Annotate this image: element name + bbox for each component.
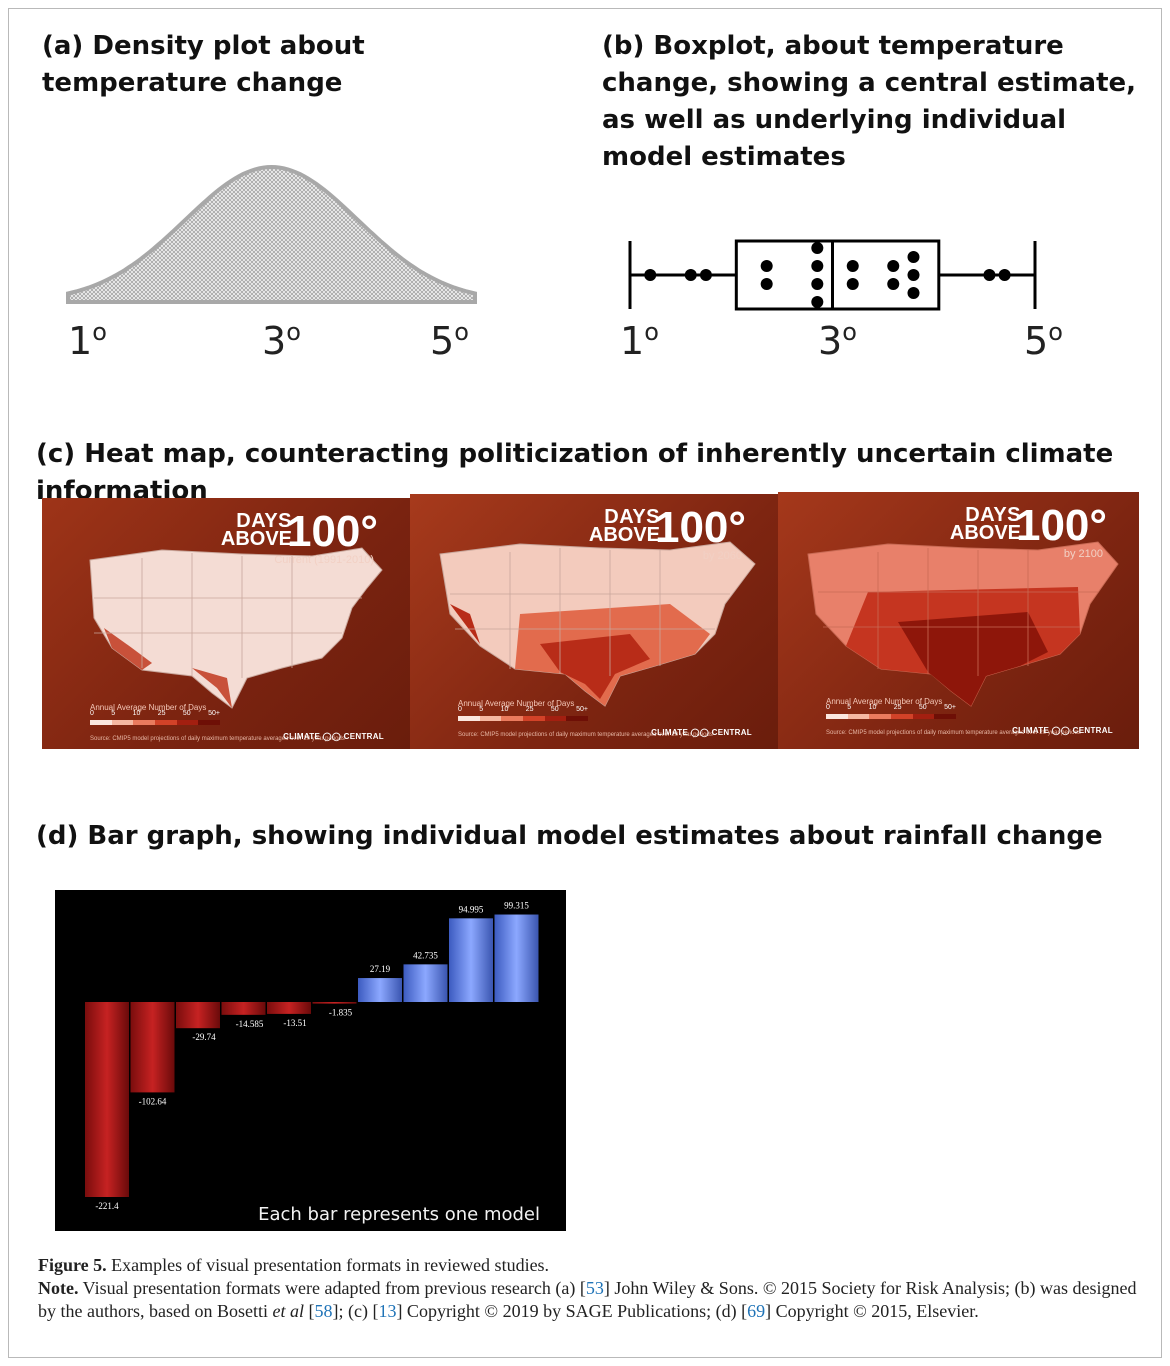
note-text: ] John Wiley & Sons. © 2015 Society for … xyxy=(38,1278,1137,1321)
bar-value-label: 27.19 xyxy=(370,964,391,974)
climate-central-logo: CLIMATE ◯◯ CENTRAL xyxy=(651,728,752,737)
heatmap-subtitle: Current (1991-2010) xyxy=(274,554,374,566)
figure-caption: Figure 5. Examples of visual presentatio… xyxy=(38,1254,1138,1323)
figure-label: Figure 5. xyxy=(38,1255,107,1275)
density-tick-5: 5o xyxy=(430,318,469,363)
density-plot xyxy=(66,164,477,304)
legend-label: Annual Average Number of Days xyxy=(826,697,943,706)
boxplot-point xyxy=(644,269,657,281)
heatmap-2060: DAYS ABOVE 100° by 2060 Annual Average Num… xyxy=(410,494,778,749)
boxplot-tick-3: 3o xyxy=(818,318,857,363)
us-map-2060 xyxy=(439,541,756,707)
us-map-2100 xyxy=(807,541,1119,707)
boxplot-point xyxy=(811,278,824,290)
source-note: Source: CMIP5 model projections of daily… xyxy=(826,730,1081,736)
bar-value-label: -102.64 xyxy=(139,1096,167,1106)
note-text: [ xyxy=(303,1301,315,1321)
ref-13-link[interactable]: 13 xyxy=(378,1301,397,1321)
bar xyxy=(130,1002,175,1093)
panel-a-title: (a) Density plot about temperature chang… xyxy=(42,31,365,98)
note-text: ]; (c) [ xyxy=(332,1301,379,1321)
boxplot-point xyxy=(684,269,697,281)
boxplot-tick-5: 5o xyxy=(1024,318,1063,363)
figure-frame xyxy=(8,8,1162,1358)
boxplot-point xyxy=(760,260,773,272)
bar-value-label: -221.4 xyxy=(95,1201,119,1211)
legend-bar xyxy=(458,716,589,721)
note-text: ] Copyright © 2019 by SAGE Publications;… xyxy=(396,1301,748,1321)
bar xyxy=(221,1002,266,1015)
heatmap-title: DAYS ABOVE 100° xyxy=(949,501,1107,550)
boxplot-point xyxy=(760,278,773,290)
legend-bar xyxy=(90,720,221,725)
boxplot-point xyxy=(699,269,712,281)
bar-value-label: -13.51 xyxy=(283,1018,306,1028)
boxplot-point xyxy=(887,278,900,290)
heatmap-current: DAYS ABOVE 100° Current (1991-2010) Annual… xyxy=(42,498,410,749)
bar xyxy=(403,964,448,1002)
boxplot-point xyxy=(907,251,920,263)
ref-58-link[interactable]: 58 xyxy=(314,1301,333,1321)
figure-note: Note. Visual presentation formats were a… xyxy=(38,1277,1138,1323)
boxplot-point xyxy=(907,287,920,299)
legend-label: Annual Average Number of Days xyxy=(458,699,575,708)
boxplot-point xyxy=(907,269,920,281)
source-note: Source: CMIP5 model projections of daily… xyxy=(458,732,713,738)
note-label: Note. xyxy=(38,1278,79,1298)
boxplot xyxy=(628,239,1037,311)
legend-label: Annual Average Number of Days xyxy=(90,703,207,712)
bar-chart-annotation: Each bar represents one model xyxy=(258,1204,540,1225)
boxplot-box xyxy=(734,239,941,311)
boxplot-point xyxy=(983,269,996,281)
panel-b-title: (b) Boxplot, about temperature change, s… xyxy=(602,31,1137,172)
bar-value-label: -14.585 xyxy=(236,1019,264,1029)
heatmap-title: DAYS ABOVE 100° xyxy=(220,507,378,556)
bar xyxy=(312,1002,357,1004)
rainfall-bar-chart: -221.4 -102.64 -29.74 -14.585 -13.51 -1.835 27… xyxy=(55,890,566,1231)
legend-ticks: 0 5 10 25 50 50+ xyxy=(458,706,588,713)
note-text: ] Copyright © 2015, Elsevier. xyxy=(765,1301,979,1321)
climate-central-logo: CLIMATE ◯◯ CENTRAL xyxy=(1012,726,1113,735)
bar xyxy=(494,914,539,1002)
density-curve xyxy=(66,164,477,304)
ref-53-link[interactable]: 53 xyxy=(585,1278,604,1298)
bar-value-label: -1.835 xyxy=(329,1008,353,1018)
climate-central-logo: CLIMATE ◯◯ CENTRAL xyxy=(283,732,384,741)
bar-value-label: 94.995 xyxy=(459,904,484,914)
bar-value-label: -29.74 xyxy=(192,1032,216,1042)
boxplot-tick-1: 1o xyxy=(620,318,659,363)
boxplot-point xyxy=(811,296,824,308)
boxplot-point xyxy=(811,242,824,254)
heatmap-2100: DAYS ABOVE 100° by 2100 Annual Average Num… xyxy=(778,492,1139,749)
boxplot-point xyxy=(846,260,859,272)
ref-69-link[interactable]: 69 xyxy=(747,1301,766,1321)
heatmap-subtitle: by 2060 xyxy=(702,550,742,562)
bar xyxy=(85,1002,129,1197)
bar xyxy=(176,1002,220,1029)
figure-text: Examples of visual presentation formats … xyxy=(106,1255,550,1275)
density-tick-1: 1o xyxy=(68,318,107,363)
bar xyxy=(358,978,402,1002)
note-text: Visual presentation formats were adapted… xyxy=(78,1278,586,1298)
boxplot-point xyxy=(998,269,1011,281)
legend-ticks: 0 5 10 25 50 50+ xyxy=(90,710,220,717)
boxplot-point xyxy=(846,278,859,290)
boxplot-point xyxy=(811,260,824,272)
boxplot-point xyxy=(887,260,900,272)
bar-chart-svg: -221.4 -102.64 -29.74 -14.585 -13.51 -1.835 27… xyxy=(85,901,539,1211)
bar-value-label: 42.735 xyxy=(413,950,438,960)
et-al: et al xyxy=(272,1301,304,1321)
source-note: Source: CMIP5 model projections of daily… xyxy=(90,736,345,742)
heatmap-subtitle: by 2100 xyxy=(1063,548,1103,560)
bar xyxy=(267,1002,311,1014)
heatmap-title: DAYS ABOVE 100° xyxy=(588,503,746,552)
us-map-current xyxy=(89,547,383,709)
legend-bar xyxy=(826,714,957,719)
figure-caption-line: Figure 5. Examples of visual presentatio… xyxy=(38,1254,1138,1277)
bar-value-label: 99.315 xyxy=(504,901,529,911)
density-tick-3: 3o xyxy=(262,318,301,363)
legend-ticks: 0 5 10 25 50 50+ xyxy=(826,704,956,711)
bar xyxy=(449,918,493,1002)
panel-d-title: (d) Bar graph, showing individual model … xyxy=(36,821,1103,851)
